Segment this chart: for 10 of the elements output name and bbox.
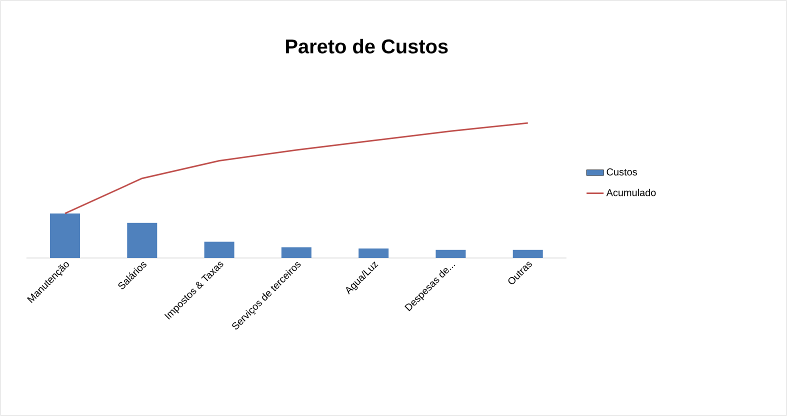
legend-label: Acumulado	[606, 188, 656, 196]
chart-title: Pareto de Custos	[286, 38, 448, 54]
bar	[50, 213, 80, 258]
bar	[512, 250, 543, 258]
bar	[358, 248, 389, 258]
legend-label: Custos	[606, 168, 637, 176]
bar	[436, 250, 466, 258]
bar	[204, 242, 234, 258]
bar	[281, 247, 312, 258]
bar	[127, 222, 158, 258]
